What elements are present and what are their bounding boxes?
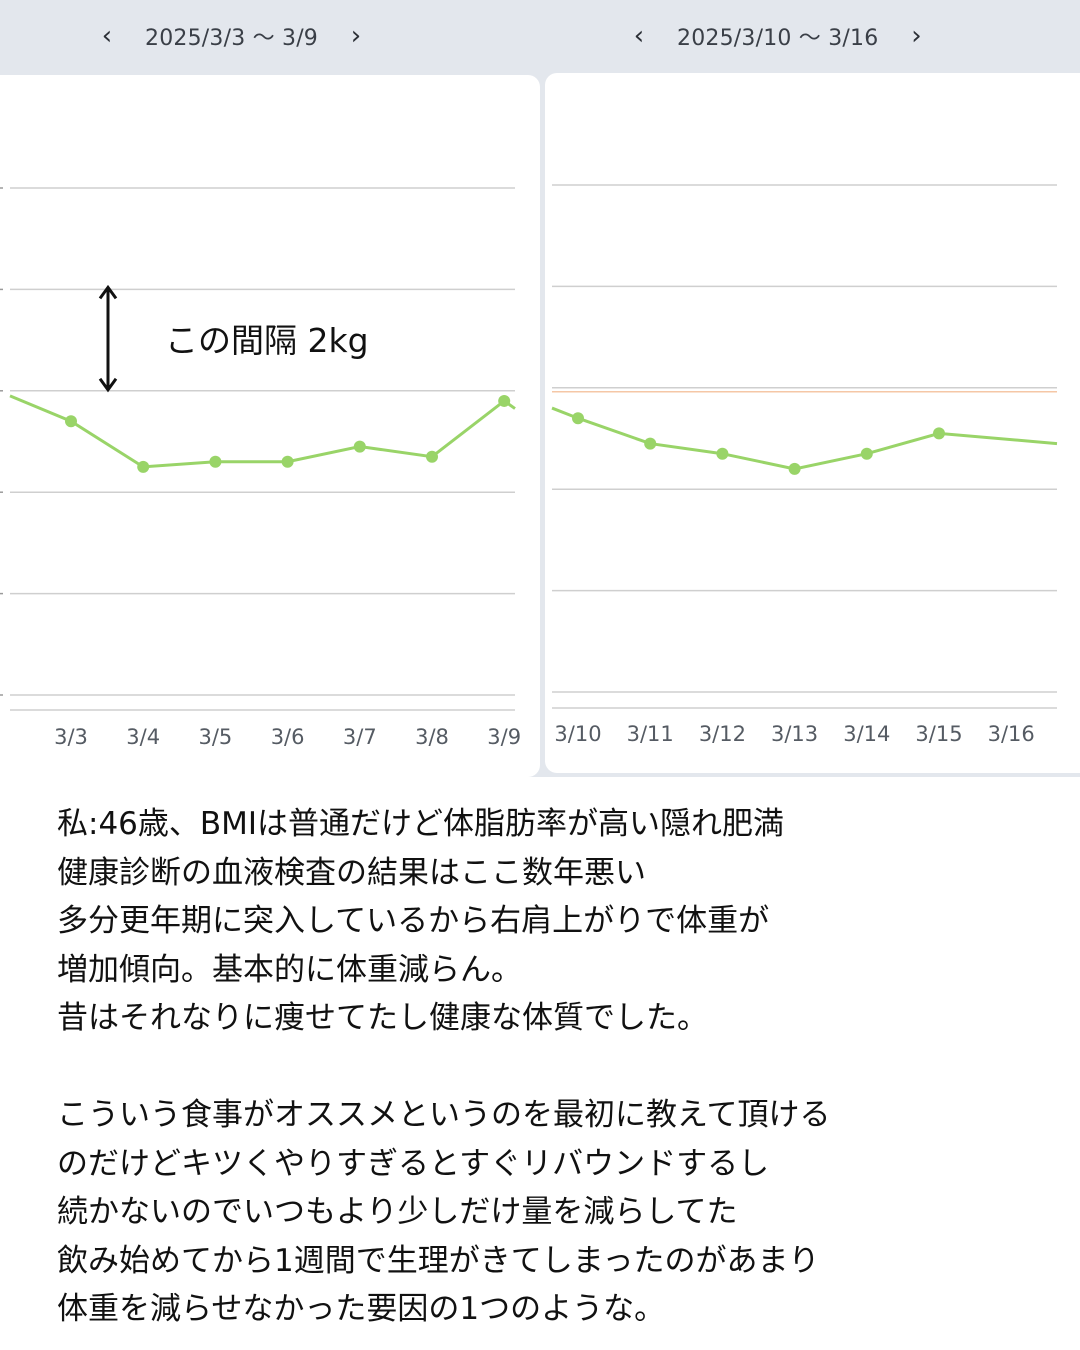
weight-chart-week-2: 3/10 3/11 3/12 3/13 3/14 3/15 3/16 xyxy=(551,184,1058,746)
x-tick-label: 3/7 xyxy=(343,725,377,749)
x-tick-label: 3/12 xyxy=(699,722,746,746)
chevron-left-icon[interactable]: ‹ xyxy=(633,21,645,51)
paragraph-gap xyxy=(57,1043,1047,1092)
body-text-line: 増加傾向。基本的に体重減らん。 xyxy=(57,951,522,988)
weight-chart-week-1: 3/3 3/4 3/5 3/6 3/7 3/8 3/9 この間隔 2kg xyxy=(0,187,521,749)
chevron-right-icon[interactable]: › xyxy=(911,21,922,51)
data-point xyxy=(426,450,438,463)
x-tick-label: 3/16 xyxy=(988,722,1035,746)
x-tick-label: 3/6 xyxy=(271,725,305,749)
body-text-line: のだけどキツくやりすぎるとすぐリバウンドするし xyxy=(57,1145,770,1182)
x-tick-label: 3/9 xyxy=(487,725,521,749)
body-text-line: 飲み始めてから1週間で生理がきてしまったのがあまり xyxy=(57,1242,820,1279)
double-arrow-vertical-icon xyxy=(98,284,118,393)
x-tick-label: 3/5 xyxy=(199,725,233,749)
data-point xyxy=(572,412,584,425)
x-tick-label: 3/3 xyxy=(54,725,88,749)
week-2-range: 2025/3/10 〜 3/16 xyxy=(677,26,879,51)
week-1-range: 2025/3/3 〜 3/9 xyxy=(145,26,318,51)
data-point xyxy=(933,427,945,440)
body-text-line: 続かないのでいつもより少しだけ量を減らしてた xyxy=(57,1194,738,1230)
data-point xyxy=(209,455,222,468)
weight-series-line xyxy=(551,406,1058,471)
chart-panel-week-2 xyxy=(545,73,1080,773)
week-1-navigator: ‹ 2025/3/3 〜 3/9 › xyxy=(87,16,376,56)
x-tick-label: 3/8 xyxy=(415,725,449,749)
data-point xyxy=(65,415,77,428)
chevron-left-icon[interactable]: ‹ xyxy=(101,21,113,51)
data-point xyxy=(137,460,150,473)
x-tick-label: 3/10 xyxy=(554,722,601,746)
body-text-line: 昔はそれなりに痩せてたし健康な体質でした。 xyxy=(57,1000,708,1036)
week-2-navigator: ‹ 2025/3/10 〜 3/16 › xyxy=(619,16,936,56)
data-point xyxy=(716,447,729,460)
body-text-line: こういう食事がオススメというのを最初に教えて頂ける xyxy=(57,1097,831,1133)
x-tick-label: 3/11 xyxy=(627,722,674,746)
body-text-line: 多分更年期に突入しているから右肩上がりで体重が xyxy=(57,903,770,939)
body-text: 私:46歳、BMIは普通だけど体脂肪率が高い隠れ肥満 健康診断の血液検査の結果はこ… xyxy=(57,800,1047,1334)
body-text-line: 体重を減らせなかった要因の1つのような。 xyxy=(57,1291,666,1327)
chart-panel-week-1 xyxy=(0,75,540,777)
data-point xyxy=(498,394,511,407)
data-point xyxy=(281,455,294,468)
x-tick-label: 3/4 xyxy=(126,725,160,749)
interval-annotation-label: この間隔 2kg xyxy=(165,321,369,360)
data-point xyxy=(860,447,873,460)
body-text-line: 健康診断の血液検査の結果はここ数年悪い xyxy=(57,854,646,891)
date-navigation-bar xyxy=(0,0,1080,75)
x-tick-label: 3/15 xyxy=(915,722,962,746)
x-tick-label: 3/13 xyxy=(771,722,818,746)
data-point xyxy=(353,440,366,453)
chevron-right-icon[interactable]: › xyxy=(350,21,362,51)
data-point xyxy=(788,462,801,475)
body-text-line: 私:46歳、BMIは普通だけど体脂肪率が高い隠れ肥満 xyxy=(57,806,785,842)
data-point xyxy=(644,437,657,450)
x-tick-label: 3/14 xyxy=(843,722,890,746)
